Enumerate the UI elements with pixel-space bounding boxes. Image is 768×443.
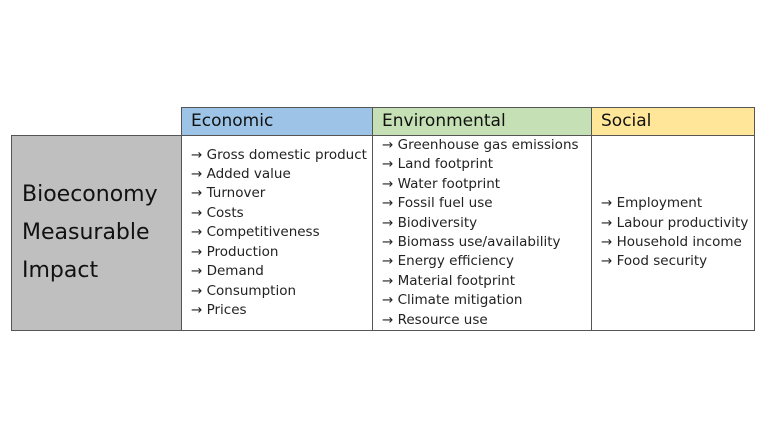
column-header: Economic [181,107,373,136]
column-body: → Gross domestic product → Added value → T… [181,135,373,331]
list-item: → Biomass use/availability [382,234,561,250]
list-item: → Greenhouse gas emissions [382,136,579,153]
list-item: → Costs [191,204,244,221]
list-item: → Climate mitigation [382,292,523,309]
list-item: → Added value [191,166,291,183]
list-item: → Consumption [191,282,297,299]
row-header-line: Measurable [22,220,150,245]
list-item: → Production [191,243,279,260]
list-item: → Energy efficiency [382,253,514,270]
list-item: → Labour productivity [601,214,749,231]
list-item: → Material footprint [382,272,516,289]
list-item: → Prices [191,301,247,318]
list-item: → Land footprint [382,156,494,173]
list-item: → Water footprint [382,175,501,192]
column-header: Social [591,107,755,136]
row-header-line: Bioeconomy [22,182,158,207]
list-item: → Household income [601,234,742,250]
row-header: Bioeconomy Measurable Impact [11,135,182,331]
list-item: → Turnover [191,185,266,202]
list-item: → Food security [601,253,708,270]
list-item: → Gross domestic product [191,146,367,163]
list-item: → Resource use [382,311,488,328]
list-item: → Competitiveness [191,224,320,241]
column-body: → Employment → Labour productivity → House… [591,135,755,331]
list-item: → Fossil fuel use [382,195,493,212]
list-item: → Employment [601,195,703,212]
column-header: Environmental [372,107,592,136]
list-item: → Biodiversity [382,214,478,231]
row-header-line: Impact [22,258,99,283]
list-item: → Demand [191,263,264,280]
column-body: → Greenhouse gas emissions → Land footpri… [372,135,592,331]
